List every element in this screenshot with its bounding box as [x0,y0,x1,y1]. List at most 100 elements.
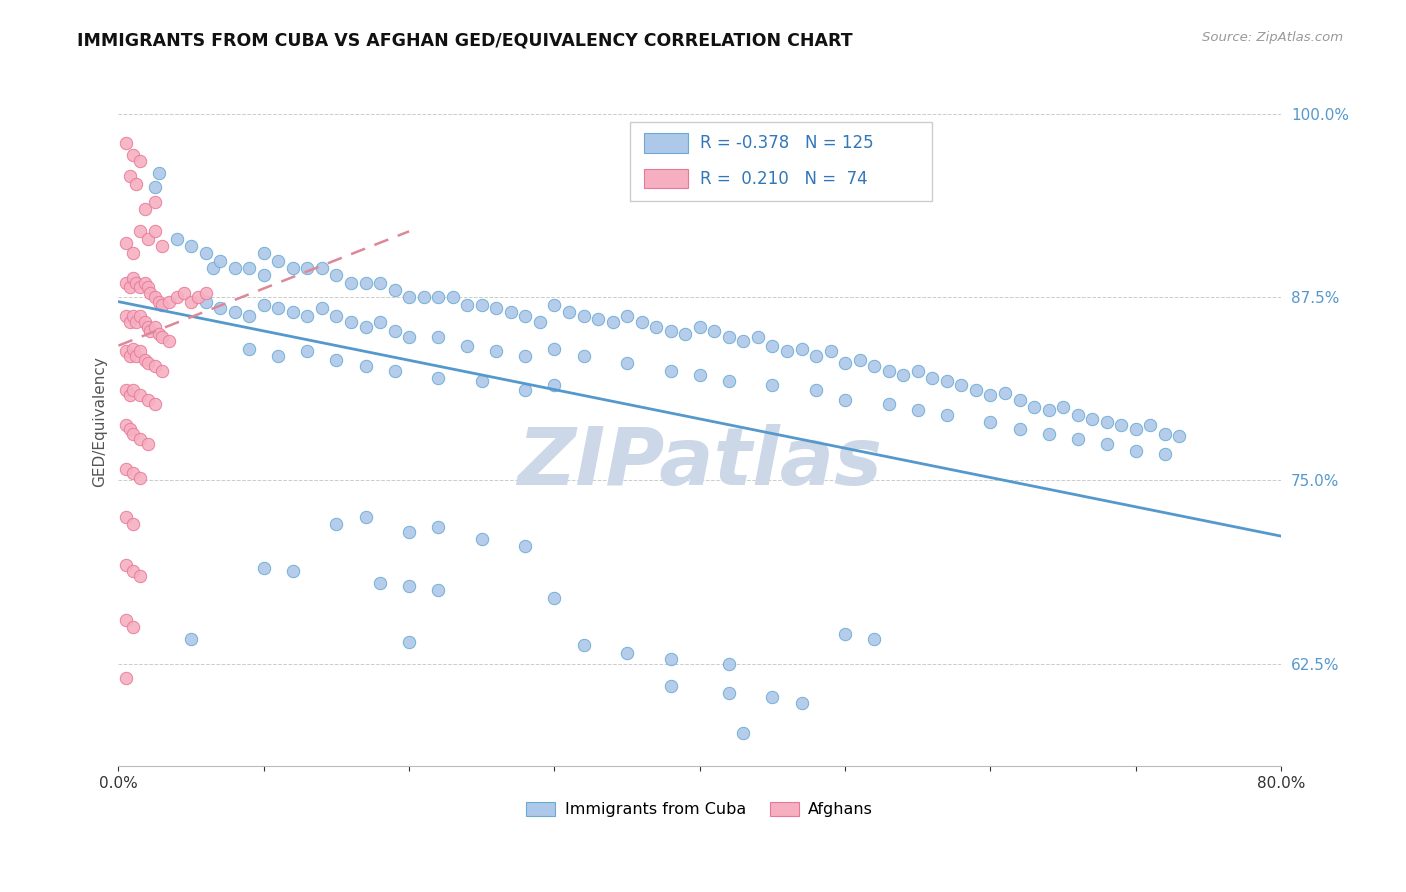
Point [558,305,581,319]
Point [630,315,652,329]
Point [281,564,304,578]
Point [194,294,217,309]
Point [122,564,145,578]
Point [1125,422,1147,436]
Point [125,178,148,192]
Point [209,253,232,268]
Point [114,613,136,627]
Point [114,383,136,397]
Point [717,657,740,671]
Point [136,392,159,407]
Point [717,330,740,344]
Point [180,294,202,309]
Point [150,297,173,311]
Point [166,232,188,246]
Point [384,283,406,297]
Point [717,374,740,388]
Point [616,310,638,324]
Point [122,426,145,441]
Point [965,383,987,397]
Point [136,232,159,246]
Point [921,371,943,385]
Point [180,632,202,646]
Point [129,153,152,168]
Text: Source: ZipAtlas.com: Source: ZipAtlas.com [1202,31,1343,45]
Point [1125,444,1147,458]
Point [950,378,973,392]
Point [136,280,159,294]
Point [325,353,347,368]
Point [761,690,783,705]
Point [572,310,595,324]
FancyBboxPatch shape [644,169,688,188]
Point [297,310,319,324]
Point [267,253,290,268]
Point [689,368,711,382]
Point [427,520,450,534]
Text: IMMIGRANTS FROM CUBA VS AFGHAN GED/EQUIVALENCY CORRELATION CHART: IMMIGRANTS FROM CUBA VS AFGHAN GED/EQUIV… [77,31,853,49]
Point [398,330,420,344]
Point [1081,412,1104,426]
Point [1008,392,1031,407]
Point [427,290,450,304]
Point [253,246,276,260]
Point [471,532,494,546]
Point [134,315,156,329]
Point [848,353,870,368]
Point [398,290,420,304]
Point [384,324,406,338]
Point [134,276,156,290]
Point [659,363,682,377]
Point [129,344,152,359]
Point [122,271,145,285]
Point [398,524,420,539]
Point [122,246,145,260]
Point [427,330,450,344]
Text: ZIPatlas: ZIPatlas [517,425,883,502]
Point [1168,429,1191,443]
Point [325,310,347,324]
Point [157,334,180,349]
Point [194,246,217,260]
Point [120,422,142,436]
Point [515,310,537,324]
Point [1008,422,1031,436]
Point [543,342,565,356]
Point [1095,415,1118,429]
Point [761,338,783,352]
Point [398,579,420,593]
Point [253,561,276,575]
Point [398,634,420,648]
Point [1022,400,1045,414]
Point [134,202,156,217]
Point [150,330,173,344]
Point [1038,403,1060,417]
Point [804,383,827,397]
Point [790,342,813,356]
Point [325,268,347,283]
Point [129,224,152,238]
Point [136,319,159,334]
Point [572,638,595,652]
Point [586,312,609,326]
Point [238,260,260,275]
Point [114,276,136,290]
Point [368,276,391,290]
Point [114,417,136,432]
Point [139,285,162,300]
Point [281,260,304,275]
Point [1153,447,1175,461]
Point [733,725,755,739]
Point [877,397,900,411]
Text: R =  0.210   N =  74: R = 0.210 N = 74 [700,169,868,187]
Point [645,319,668,334]
Point [143,319,166,334]
Point [441,290,464,304]
Point [125,349,148,363]
Point [125,276,148,290]
Point [224,260,246,275]
Point [979,415,1001,429]
Point [114,136,136,151]
Legend: Immigrants from Cuba, Afghans: Immigrants from Cuba, Afghans [520,796,880,823]
Point [1038,426,1060,441]
